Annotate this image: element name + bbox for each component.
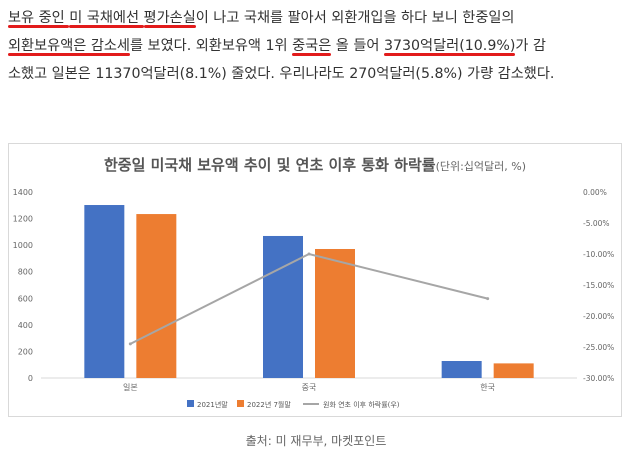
y-axis-left-tick-label: 1000	[13, 241, 33, 250]
currency-decline-point-0	[128, 342, 132, 346]
y-axis-left-tick-label: 200	[18, 347, 33, 356]
y-axis-right-tick-label: -15.00%	[583, 281, 614, 290]
legend-label: 원화 연초 이후 하락률(우)	[323, 400, 400, 409]
highlighted-phrase: 3730억달러(10.9%)	[383, 38, 516, 54]
legend-label: 2022년 7월말	[247, 400, 291, 409]
chart-frame: 한중일 미국채 보유액 추이 및 연초 이후 통화 하락률(단위:십억달러, %…	[8, 143, 622, 417]
y-axis-left-tick-label: 1400	[13, 188, 33, 197]
currency-decline-point-2	[486, 297, 490, 301]
y-axis-right-tick-label: -25.00%	[583, 343, 614, 352]
text-segment: 소했고 일본은 11370억달러(8.1%) 줄었다. 우리나라도 270억달러…	[8, 66, 555, 82]
bar-2022-07-2	[493, 363, 534, 378]
bar-2021-1	[263, 235, 303, 378]
bar-2022-07-1	[315, 248, 355, 378]
highlighted-phrase: 외환보유액은 감소세	[8, 38, 130, 54]
bar-2021-0	[84, 205, 125, 378]
text-segment: 이 나고 국채를 팔아서 외환개입을 하다 보니 한중일의	[195, 10, 515, 26]
chart-title-main: 한중일 미국채 보유액 추이 및 연초 이후 통화 하락률	[103, 156, 436, 174]
bar-2022-07-0	[136, 214, 177, 378]
y-axis-left-tick-label: 800	[18, 268, 33, 277]
highlighted-phrase: 중국은	[292, 38, 332, 54]
y-axis-right-tick-label: -30.00%	[583, 374, 614, 383]
text-segment: 를 보였다. 외환보유액 1위	[129, 38, 293, 54]
y-axis-right-tick-label: -5.00%	[583, 219, 610, 228]
y-axis-right-tick-label: -20.00%	[583, 312, 614, 321]
y-axis-left-tick-label: 400	[18, 321, 33, 330]
currency-decline-line	[129, 252, 488, 345]
article-text: 보유 중인 미 국채에선 평가손실이 나고 국채를 팔아서 외환개입을 하다 보…	[8, 4, 628, 88]
article-line-2: 외환보유액은 감소세를 보였다. 외환보유액 1위 중국은 올 들어 3730억…	[8, 32, 628, 60]
y-axis-right-tick-label: -10.00%	[583, 250, 614, 259]
y-axis-left-tick-label: 600	[18, 294, 33, 303]
y-axis-left-tick-label: 1200	[13, 215, 33, 224]
x-axis-category-label: 일본	[123, 383, 138, 392]
article-line-1: 보유 중인 미 국채에선 평가손실이 나고 국채를 팔아서 외환개입을 하다 보…	[8, 4, 628, 32]
chart-title-unit: (단위:십억달러, %)	[435, 160, 527, 173]
chart-title: 한중일 미국채 보유액 추이 및 연초 이후 통화 하락률(단위:십억달러, %…	[9, 154, 621, 175]
x-axis-category-label: 중국	[302, 383, 317, 392]
text-segment: 올 들어	[331, 38, 384, 54]
y-axis-left-tick-label: 0	[28, 374, 33, 383]
x-axis-category-label: 한국	[480, 383, 495, 392]
legend-swatch-1	[237, 400, 244, 407]
y-axis-right-tick-label: 0.00%	[583, 188, 607, 197]
highlighted-phrase: 미 국채에선	[69, 10, 144, 26]
bar-2021-2	[441, 360, 482, 378]
highlighted-phrase: 평가손실	[143, 10, 196, 26]
legend-swatch-0	[187, 400, 194, 407]
currency-decline-point-1	[307, 252, 311, 256]
legend-label: 2021년말	[197, 400, 228, 409]
article-line-3: 소했고 일본은 11370억달러(8.1%) 줄었다. 우리나라도 270억달러…	[8, 60, 628, 88]
highlighted-phrase: 보유 중인	[8, 10, 70, 26]
source-caption: 출처: 미 재무부, 마켓포인트	[245, 434, 387, 448]
chart-svg: 0 200 400 600 800 1000 1200 1400 0.00% -5.00% -10.…	[13, 188, 615, 409]
text-segment: 가 감	[515, 38, 546, 54]
